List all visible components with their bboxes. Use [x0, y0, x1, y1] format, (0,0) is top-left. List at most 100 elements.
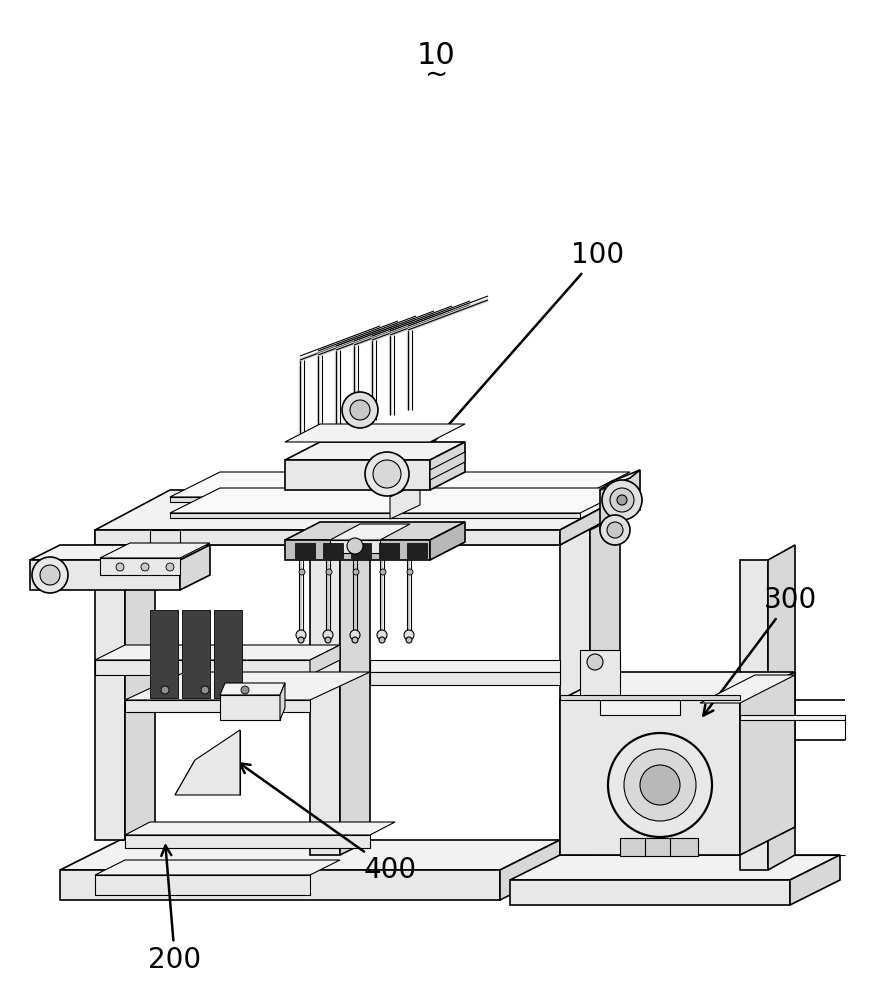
Circle shape — [608, 733, 712, 837]
Circle shape — [607, 522, 623, 538]
Polygon shape — [285, 424, 465, 442]
Circle shape — [353, 569, 359, 575]
Polygon shape — [560, 490, 635, 545]
Circle shape — [323, 630, 333, 640]
Text: 100: 100 — [403, 241, 624, 476]
Circle shape — [587, 654, 603, 670]
Circle shape — [406, 637, 412, 643]
Polygon shape — [560, 695, 740, 700]
Circle shape — [325, 637, 331, 643]
Circle shape — [350, 630, 360, 640]
Polygon shape — [95, 660, 310, 675]
Polygon shape — [768, 545, 795, 870]
Circle shape — [298, 637, 304, 643]
Polygon shape — [500, 840, 560, 900]
Text: 300: 300 — [704, 586, 816, 716]
Polygon shape — [645, 838, 673, 856]
Polygon shape — [351, 543, 371, 558]
Polygon shape — [280, 683, 285, 720]
Polygon shape — [95, 505, 635, 545]
Polygon shape — [100, 543, 210, 558]
Polygon shape — [323, 543, 343, 558]
Circle shape — [380, 569, 386, 575]
Polygon shape — [340, 515, 370, 855]
Circle shape — [610, 488, 634, 512]
Polygon shape — [125, 822, 395, 835]
Polygon shape — [30, 545, 210, 560]
Polygon shape — [180, 545, 210, 590]
Polygon shape — [390, 483, 420, 519]
Polygon shape — [370, 660, 560, 672]
Polygon shape — [407, 543, 427, 558]
Circle shape — [299, 569, 305, 575]
Circle shape — [379, 637, 385, 643]
Circle shape — [377, 630, 387, 640]
Polygon shape — [295, 543, 315, 558]
Polygon shape — [330, 524, 410, 540]
Polygon shape — [150, 610, 178, 698]
Polygon shape — [285, 522, 465, 540]
Circle shape — [141, 563, 149, 571]
Polygon shape — [510, 855, 840, 880]
Polygon shape — [214, 610, 242, 698]
Text: ~: ~ — [424, 61, 448, 89]
Circle shape — [40, 565, 60, 585]
Circle shape — [602, 480, 642, 520]
Polygon shape — [600, 700, 680, 715]
Polygon shape — [430, 522, 465, 560]
Polygon shape — [510, 880, 790, 905]
Polygon shape — [95, 530, 125, 840]
Polygon shape — [155, 490, 635, 530]
Polygon shape — [310, 530, 340, 855]
Circle shape — [342, 392, 378, 428]
Polygon shape — [330, 540, 380, 553]
Circle shape — [201, 686, 209, 694]
Polygon shape — [125, 672, 370, 700]
Circle shape — [241, 686, 249, 694]
Polygon shape — [670, 838, 698, 856]
Polygon shape — [600, 470, 640, 530]
Text: 200: 200 — [148, 846, 202, 974]
Polygon shape — [700, 675, 795, 703]
Circle shape — [32, 557, 68, 593]
Polygon shape — [170, 497, 580, 502]
Polygon shape — [370, 672, 560, 685]
Polygon shape — [95, 490, 635, 530]
Polygon shape — [790, 855, 840, 905]
Polygon shape — [125, 835, 370, 848]
Polygon shape — [60, 840, 560, 870]
Polygon shape — [175, 730, 240, 795]
Polygon shape — [560, 672, 795, 700]
Polygon shape — [285, 442, 465, 460]
Circle shape — [161, 686, 169, 694]
Polygon shape — [620, 838, 648, 856]
Circle shape — [624, 749, 696, 821]
Polygon shape — [285, 540, 430, 560]
Polygon shape — [95, 530, 560, 545]
Polygon shape — [125, 515, 155, 840]
Polygon shape — [379, 543, 399, 558]
Polygon shape — [95, 875, 310, 895]
Polygon shape — [220, 683, 285, 695]
Circle shape — [365, 452, 409, 496]
Polygon shape — [60, 870, 500, 900]
Circle shape — [166, 563, 174, 571]
Polygon shape — [30, 560, 180, 590]
Polygon shape — [95, 645, 340, 660]
Circle shape — [373, 460, 401, 488]
Polygon shape — [740, 560, 768, 870]
Polygon shape — [430, 452, 465, 480]
Polygon shape — [560, 700, 740, 855]
Circle shape — [350, 400, 370, 420]
Circle shape — [116, 563, 124, 571]
Polygon shape — [150, 530, 180, 558]
Polygon shape — [170, 488, 630, 513]
Polygon shape — [170, 472, 630, 497]
Circle shape — [600, 515, 630, 545]
Text: 400: 400 — [239, 763, 416, 884]
Circle shape — [347, 538, 363, 554]
Polygon shape — [580, 650, 620, 698]
Circle shape — [617, 495, 627, 505]
Polygon shape — [125, 700, 310, 712]
Circle shape — [352, 637, 358, 643]
